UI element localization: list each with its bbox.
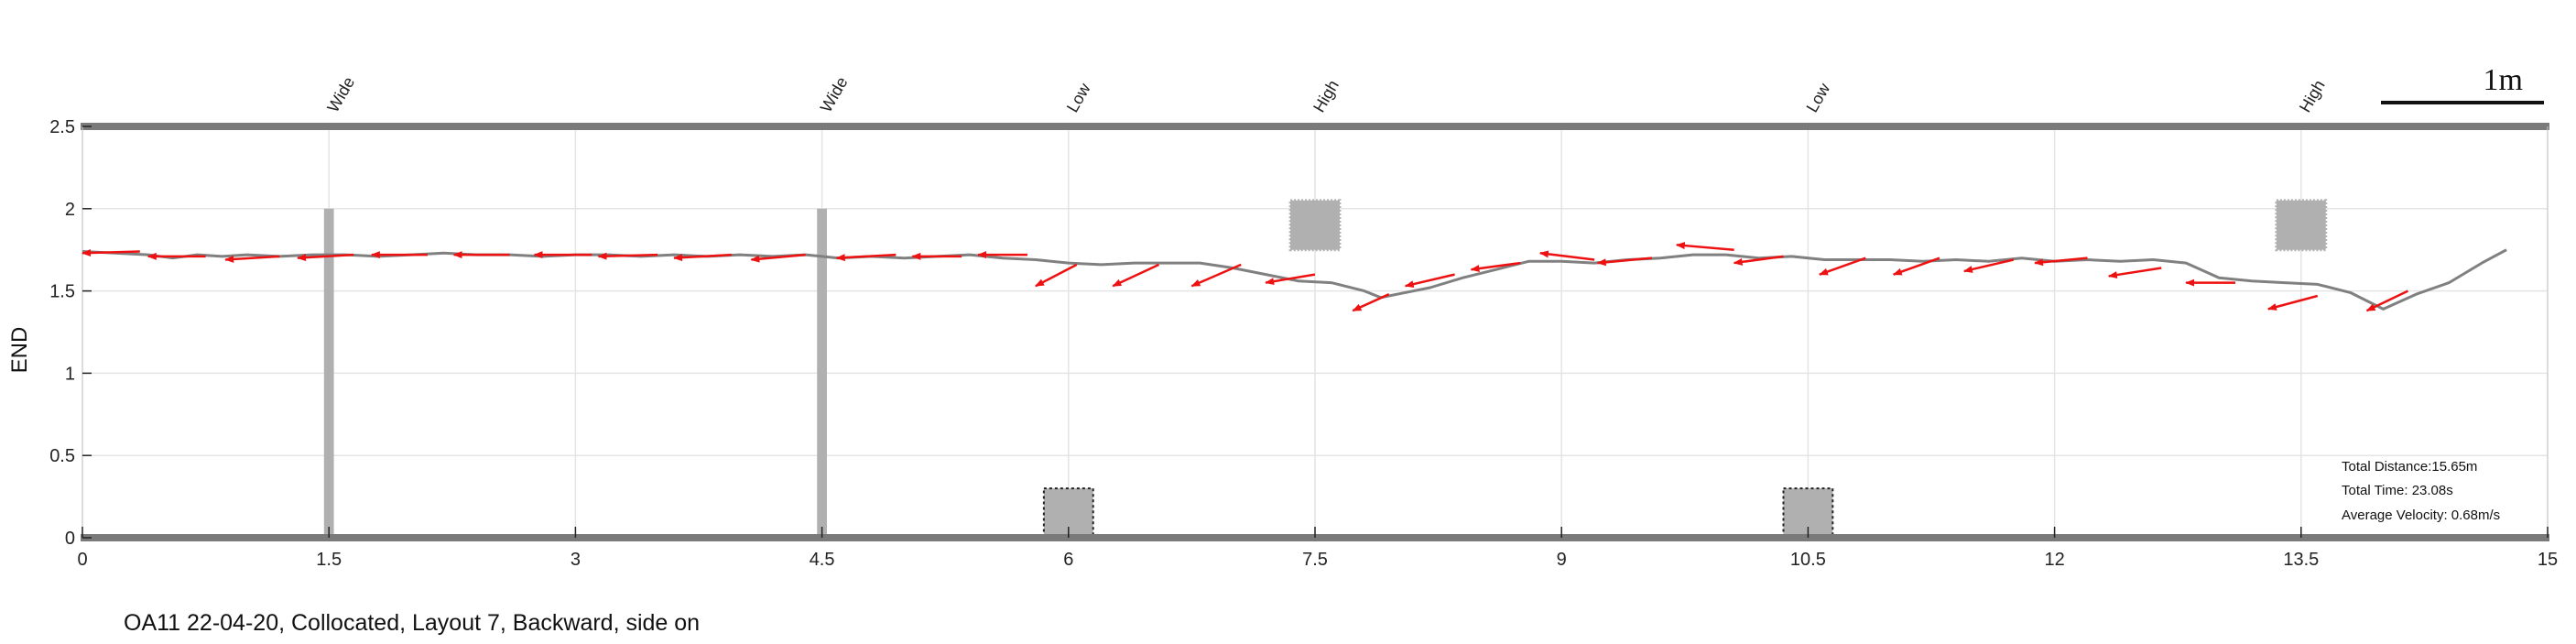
direction-arrow-24 [1819, 257, 1866, 276]
trajectory-line-0 [82, 248, 2507, 311]
obstacle-high-3 [1288, 199, 1342, 252]
direction-arrow-21 [1596, 257, 1653, 267]
y-tick-label-3: 1.5 [49, 282, 75, 302]
direction-arrow-7 [597, 252, 658, 260]
total-time: Total Time: 23.08s [2342, 483, 2453, 498]
direction-arrow-9 [750, 253, 806, 263]
direction-arrow-31 [2365, 289, 2408, 312]
direction-arrow-28 [2107, 267, 2162, 278]
x-tick-label-0: 0 [77, 550, 87, 570]
y-tick-label-4: 2 [65, 200, 75, 220]
x-tick-label-7: 10.5 [1790, 550, 1826, 570]
obstacle-label-5: High [2296, 77, 2329, 115]
x-tick-label-1: 1.5 [316, 550, 342, 570]
grid-lines [82, 126, 2549, 539]
obstacle-labels: Wide Wide Low High Low High [323, 73, 2328, 115]
scale-bar: 1m [2381, 63, 2544, 104]
direction-arrow-0 [82, 249, 140, 257]
direction-arrow-22 [1675, 242, 1734, 251]
obstacle-wide-0 [323, 208, 334, 539]
direction-arrow-14 [1112, 263, 1160, 288]
x-tick-label-2: 3 [571, 550, 581, 570]
direction-arrow-25 [1892, 257, 1940, 276]
obstacle-label-2: Low [1063, 80, 1094, 115]
scale-bar-label: 1m [2484, 63, 2523, 97]
obstacle-label-3: High [1310, 77, 1342, 115]
y-tick-label-2: 1 [65, 364, 75, 384]
direction-arrow-16 [1265, 273, 1316, 286]
direction-arrow-13 [1035, 263, 1078, 288]
y-tick-label-1: 0.5 [49, 446, 75, 466]
direction-arrow-20 [1538, 250, 1595, 261]
direction-arrow-18 [1404, 273, 1455, 289]
x-tick-label-6: 9 [1557, 550, 1567, 570]
direction-arrow-3 [297, 253, 354, 262]
x-tick-label-8: 12 [2044, 550, 2064, 570]
direction-arrow-2 [224, 255, 280, 263]
obstacle-high-5 [2275, 199, 2328, 252]
x-tick-label-3: 4.5 [810, 550, 835, 570]
average-velocity: Average Velocity: 0.68m/s [2342, 508, 2500, 523]
direction-arrow-30 [2266, 294, 2319, 311]
direction-arrow-26 [1962, 258, 2015, 273]
x-tick-label-9: 13.5 [2283, 550, 2319, 570]
direction-arrow-8 [673, 253, 732, 262]
obstacle-label-1: Wide [817, 73, 852, 115]
direction-arrow-10 [835, 253, 897, 262]
y-tick-label-0: 0 [65, 529, 75, 549]
trajectory-series [82, 248, 2507, 311]
y-axis-label: END [7, 327, 32, 374]
direction-arrow-17 [1352, 293, 1390, 312]
direction-arrow-23 [1733, 255, 1784, 266]
x-tick-label-5: 7.5 [1302, 550, 1328, 570]
direction-arrow-19 [1470, 261, 1521, 273]
figure-caption: OA11 22-04-20, Collocated, Layout 7, Bac… [124, 610, 700, 636]
obstacle-label-0: Wide [323, 73, 358, 115]
x-tick-label-10: 15 [2538, 550, 2558, 570]
obstacles [323, 199, 2328, 539]
total-distance: Total Distance:15.65m [2342, 459, 2477, 475]
y-axis-ticks: 0 0.5 1 1.5 2 2.5 [49, 117, 92, 549]
direction-arrow-27 [2034, 257, 2088, 267]
x-tick-label-4: 6 [1063, 550, 1073, 570]
obstacle-label-4: Low [1803, 80, 1834, 115]
direction-arrow-15 [1190, 263, 1242, 288]
y-tick-label-5: 2.5 [49, 117, 75, 137]
stats-box: Total Distance:15.65m Total Time: 23.08s… [2342, 459, 2500, 523]
obstacle-wide-1 [817, 208, 827, 539]
direction-arrows [82, 242, 2408, 312]
x-axis-ticks: 0 1.5 3 4.5 6 7.5 9 10.5 12 13.5 15 [77, 527, 2558, 570]
